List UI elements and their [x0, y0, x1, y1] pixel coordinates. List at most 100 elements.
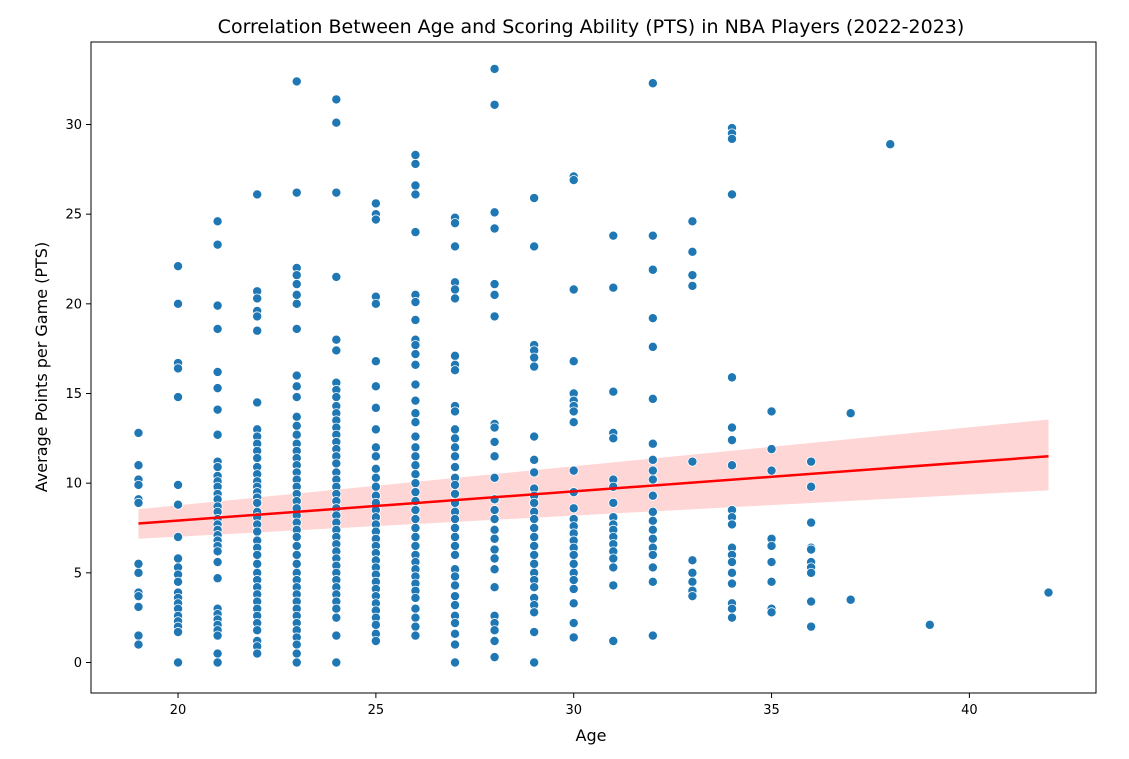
data-point [450, 639, 461, 650]
data-point [687, 246, 698, 257]
data-point [133, 460, 144, 471]
data-point [291, 549, 302, 560]
data-point [133, 497, 144, 508]
data-point [608, 386, 619, 397]
data-point [489, 279, 500, 290]
data-point [647, 230, 658, 241]
data-point [529, 467, 540, 478]
data-point [726, 133, 737, 144]
data-point [568, 284, 579, 295]
data-point [489, 635, 500, 646]
y-axis-label: Average Points per Game (PTS) [32, 242, 51, 492]
data-point [608, 635, 619, 646]
data-point [252, 558, 263, 569]
data-point [647, 576, 658, 587]
data-point [647, 490, 658, 501]
data-point [410, 149, 421, 160]
data-point [806, 456, 817, 467]
data-point [647, 341, 658, 352]
data-point [291, 381, 302, 392]
data-point [489, 524, 500, 535]
data-point [726, 372, 737, 383]
data-point [687, 576, 698, 587]
y-axis-ticks: 0 5 10 15 20 25 30 [65, 118, 91, 671]
data-point [410, 451, 421, 462]
x-tick-label: 20 [170, 703, 187, 718]
data-point [410, 297, 421, 308]
data-point [331, 187, 342, 198]
data-point [370, 635, 381, 646]
data-point [647, 549, 658, 560]
data-point [529, 352, 540, 363]
data-point [133, 479, 144, 490]
data-point [608, 481, 619, 492]
data-point [450, 591, 461, 602]
data-point [291, 411, 302, 422]
data-point [726, 603, 737, 614]
data-point [212, 404, 223, 415]
data-point [489, 207, 500, 218]
data-point [331, 345, 342, 356]
data-point [647, 515, 658, 526]
data-point [212, 366, 223, 377]
data-point [331, 630, 342, 641]
data-point [568, 503, 579, 514]
data-point [212, 239, 223, 250]
data-point [726, 435, 737, 446]
data-point [647, 474, 658, 485]
data-point [173, 657, 184, 668]
data-point [133, 567, 144, 578]
data-point [450, 540, 461, 551]
y-tick-label: 15 [65, 387, 82, 402]
y-tick-label: 20 [65, 297, 82, 312]
data-point [410, 408, 421, 419]
data-point [212, 573, 223, 584]
data-point [568, 549, 579, 560]
data-point [252, 497, 263, 508]
data-point [291, 558, 302, 569]
data-point [647, 393, 658, 404]
data-point [410, 603, 421, 614]
data-point [410, 460, 421, 471]
x-tick-label: 40 [961, 703, 978, 718]
data-point [173, 363, 184, 374]
data-point [410, 621, 421, 632]
y-tick-label: 30 [65, 118, 82, 133]
data-point [450, 618, 461, 629]
data-point [806, 544, 817, 555]
data-point [291, 289, 302, 300]
data-point [450, 406, 461, 417]
data-point [647, 465, 658, 476]
y-tick-label: 25 [65, 208, 82, 223]
data-point [370, 298, 381, 309]
data-point [370, 424, 381, 435]
data-point [885, 139, 896, 150]
data-point [529, 431, 540, 442]
confidence-band [138, 419, 1049, 539]
data-point [568, 417, 579, 428]
plot-frame [90, 41, 1097, 694]
data-point [608, 562, 619, 573]
data-point [450, 523, 461, 534]
data-point [370, 198, 381, 209]
data-point [529, 582, 540, 593]
data-point [647, 438, 658, 449]
data-point [370, 463, 381, 474]
data-point [450, 424, 461, 435]
data-point [647, 506, 658, 517]
data-point [410, 340, 421, 351]
data-point [687, 555, 698, 566]
data-point [568, 575, 579, 586]
data-point [331, 117, 342, 128]
data-point [291, 392, 302, 403]
data-point [212, 657, 223, 668]
data-point [370, 442, 381, 453]
data-point [370, 402, 381, 413]
data-point [291, 657, 302, 668]
data-point [410, 189, 421, 200]
data-point [173, 553, 184, 564]
data-point [133, 558, 144, 569]
data-point [529, 558, 540, 569]
data-point [489, 436, 500, 447]
regression-line-layer [138, 455, 1049, 525]
